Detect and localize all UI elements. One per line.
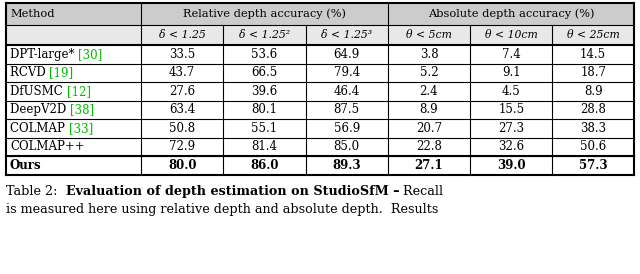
Text: 22.8: 22.8: [416, 140, 442, 153]
Text: 9.1: 9.1: [502, 66, 520, 79]
Text: 39.0: 39.0: [497, 159, 525, 172]
Text: δ < 1.25²: δ < 1.25²: [239, 30, 290, 40]
Text: θ < 10cm: θ < 10cm: [484, 30, 538, 40]
Text: Table 2:: Table 2:: [6, 185, 65, 198]
Text: 86.0: 86.0: [250, 159, 278, 172]
Text: [33]: [33]: [68, 122, 93, 135]
Text: Recall: Recall: [399, 185, 443, 198]
Text: [19]: [19]: [49, 66, 74, 79]
Text: RCVD: RCVD: [10, 66, 49, 79]
Text: 87.5: 87.5: [333, 103, 360, 116]
Text: 50.8: 50.8: [169, 122, 195, 135]
Text: 7.4: 7.4: [502, 48, 520, 61]
Text: 27.1: 27.1: [415, 159, 444, 172]
Text: 18.7: 18.7: [580, 66, 606, 79]
Text: is measured here using relative depth and absolute depth.  Results: is measured here using relative depth an…: [6, 203, 438, 216]
Text: 33.5: 33.5: [169, 48, 195, 61]
Text: COLMAP++: COLMAP++: [10, 140, 84, 153]
Text: Relative depth accuracy (%): Relative depth accuracy (%): [183, 9, 346, 19]
Text: 56.9: 56.9: [333, 122, 360, 135]
Text: COLMAP: COLMAP: [10, 122, 68, 135]
Text: 39.6: 39.6: [252, 85, 278, 98]
Bar: [6, 3, 634, 25]
Text: 8.9: 8.9: [420, 103, 438, 116]
Text: 80.0: 80.0: [168, 159, 196, 172]
Text: δ < 1.25: δ < 1.25: [159, 30, 205, 40]
Text: 57.3: 57.3: [579, 159, 607, 172]
Text: Evaluation of depth estimation on StudioSfM –: Evaluation of depth estimation on Studio…: [65, 185, 399, 198]
Text: 72.9: 72.9: [169, 140, 195, 153]
Text: 43.7: 43.7: [169, 66, 195, 79]
Text: θ < 5cm: θ < 5cm: [406, 30, 452, 40]
Text: 27.3: 27.3: [498, 122, 524, 135]
Text: 46.4: 46.4: [333, 85, 360, 98]
Text: 15.5: 15.5: [498, 103, 524, 116]
Text: Method: Method: [10, 9, 54, 19]
Text: 66.5: 66.5: [252, 66, 278, 79]
Text: Ours: Ours: [10, 159, 42, 172]
Text: [38]: [38]: [70, 103, 94, 116]
Text: 8.9: 8.9: [584, 85, 602, 98]
Text: 89.3: 89.3: [332, 159, 361, 172]
Text: 2.4: 2.4: [420, 85, 438, 98]
Text: 55.1: 55.1: [252, 122, 278, 135]
Text: 28.8: 28.8: [580, 103, 606, 116]
Text: [30]: [30]: [78, 48, 102, 61]
Text: 81.4: 81.4: [252, 140, 277, 153]
Text: 3.8: 3.8: [420, 48, 438, 61]
Text: 79.4: 79.4: [333, 66, 360, 79]
Text: Absolute depth accuracy (%): Absolute depth accuracy (%): [428, 9, 594, 19]
Text: 38.3: 38.3: [580, 122, 606, 135]
Text: 64.9: 64.9: [333, 48, 360, 61]
Text: 32.6: 32.6: [498, 140, 524, 153]
Text: 85.0: 85.0: [333, 140, 360, 153]
Text: 80.1: 80.1: [252, 103, 277, 116]
Text: 50.6: 50.6: [580, 140, 606, 153]
Text: 14.5: 14.5: [580, 48, 606, 61]
Text: DfUSMC: DfUSMC: [10, 85, 67, 98]
Text: DPT-large*: DPT-large*: [10, 48, 78, 61]
Text: 5.2: 5.2: [420, 66, 438, 79]
Text: δ < 1.25³: δ < 1.25³: [321, 30, 372, 40]
Bar: [6, 25, 634, 45]
Text: 20.7: 20.7: [416, 122, 442, 135]
Text: DeepV2D: DeepV2D: [10, 103, 70, 116]
Text: 53.6: 53.6: [252, 48, 278, 61]
Text: [12]: [12]: [67, 85, 90, 98]
Text: 27.6: 27.6: [169, 85, 195, 98]
Text: 4.5: 4.5: [502, 85, 520, 98]
Text: θ < 25cm: θ < 25cm: [567, 30, 620, 40]
Text: 63.4: 63.4: [169, 103, 195, 116]
